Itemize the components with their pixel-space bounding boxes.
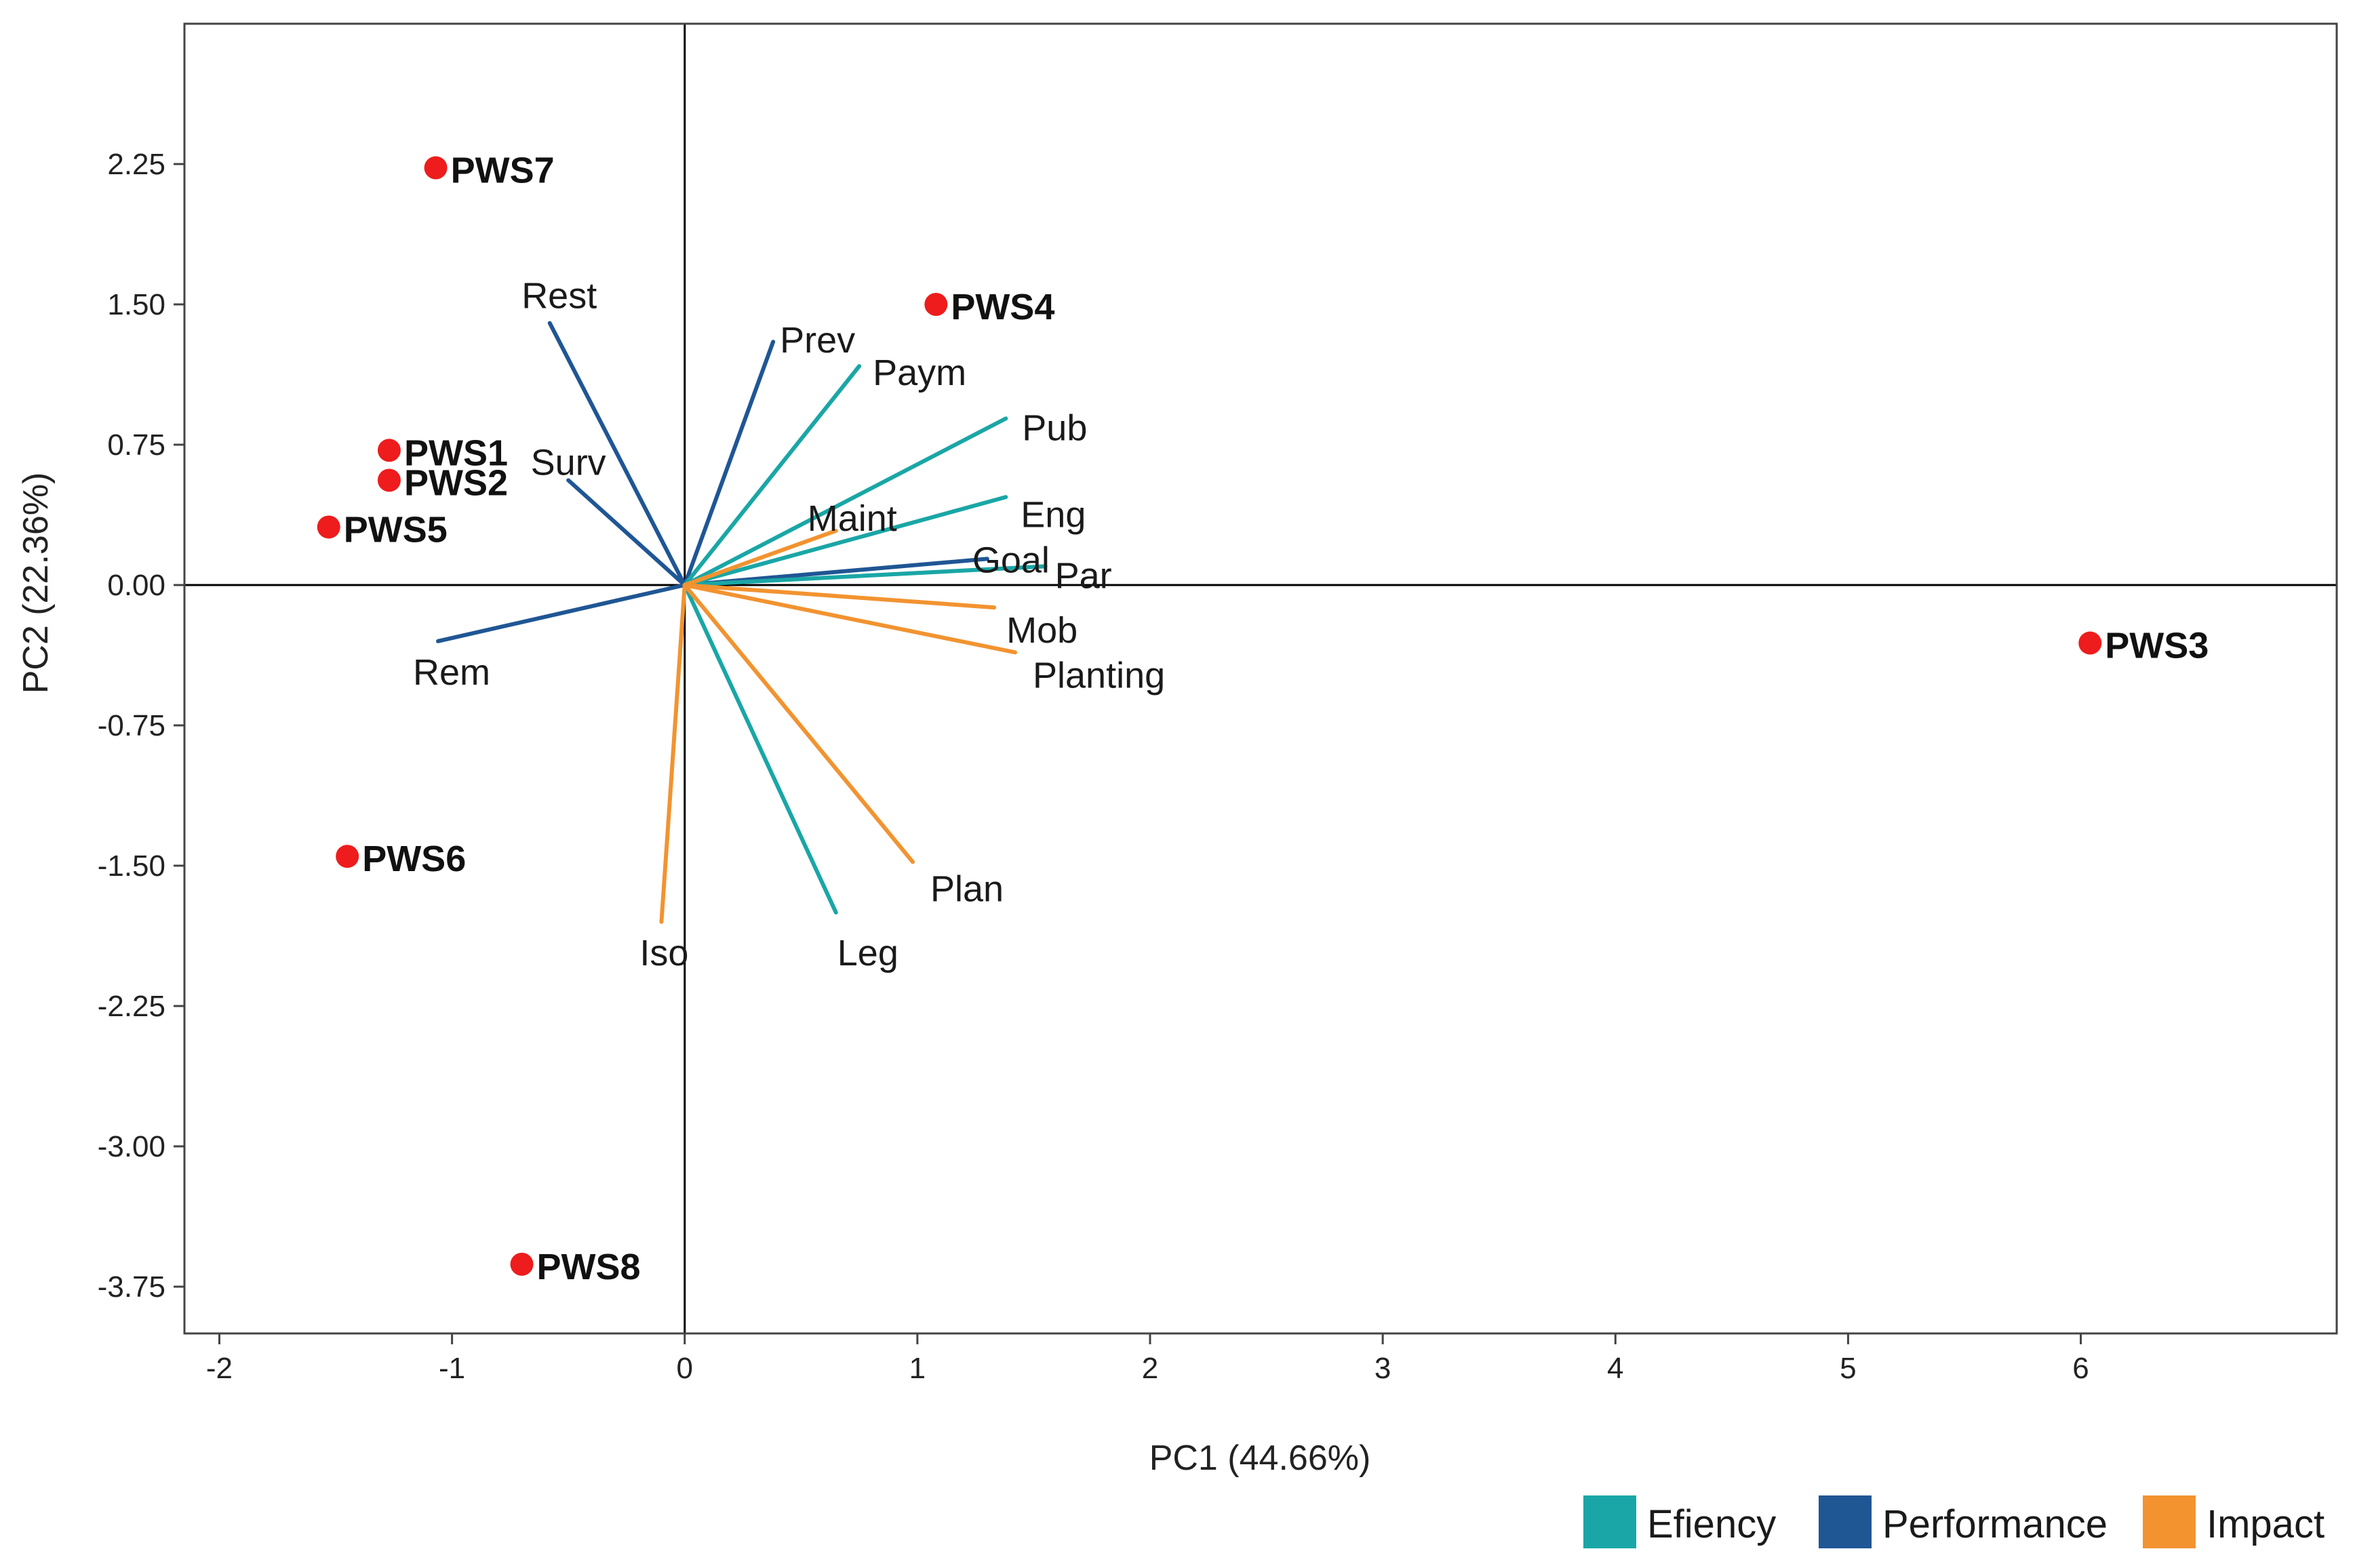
legend-label-performance: Performance <box>1882 1502 2108 1546</box>
site-point-pws4 <box>924 293 948 316</box>
loading-vector-iso <box>659 583 687 924</box>
loading-vector-rem <box>436 583 687 643</box>
y-tick-label: 0.00 <box>107 569 165 602</box>
loading-label-maint: Maint <box>808 498 897 539</box>
y-tick-label: -1.50 <box>98 849 165 883</box>
y-axis: 2.25 1.50 0.75 0.00 -0.75 -1.50 -2.25 -3.00 -3.7… <box>98 148 184 1304</box>
loading-label-paym: Paym <box>873 353 966 393</box>
site-label-pws2: PWS2 <box>404 462 508 503</box>
loading-vector-paym <box>682 364 862 587</box>
loading-label-prev: Prev <box>780 320 855 361</box>
site-point-pws8 <box>510 1252 534 1276</box>
loading-label-eng: Eng <box>1021 494 1086 535</box>
loading-vector-surv <box>566 478 687 587</box>
loading-vectors <box>436 321 1048 924</box>
loading-label-goal: Goal <box>972 540 1050 580</box>
site-label-pws8: PWS8 <box>537 1247 641 1287</box>
x-tick-label: 2 <box>1142 1352 1158 1385</box>
loading-label-pub: Pub <box>1022 407 1087 448</box>
legend-swatch-impact <box>2143 1495 2196 1548</box>
x-axis: -2 -1 0 1 2 3 4 5 6 <box>206 1333 2089 1385</box>
x-tick-label: -2 <box>206 1352 233 1385</box>
y-tick-label: -0.75 <box>98 709 165 742</box>
x-axis-title: PC1 (44.66%) <box>1149 1439 1371 1478</box>
reference-lines <box>184 24 2337 1333</box>
site-label-pws5: PWS5 <box>344 509 448 550</box>
loading-vector-maint <box>682 528 838 587</box>
site-label-pws3: PWS3 <box>2105 626 2209 666</box>
legend: Efiency Performance Impact <box>1583 1495 2325 1548</box>
loading-label-rest: Rest <box>521 276 597 317</box>
loading-label-planting: Planting <box>1033 655 1165 696</box>
site-label-pws7: PWS7 <box>451 150 555 191</box>
legend-label-impact: Impact <box>2207 1502 2325 1546</box>
loading-vector-plan <box>682 583 915 864</box>
loading-vector-leg <box>682 583 838 914</box>
loading-vector-eng <box>682 495 1008 587</box>
x-tick-label: 1 <box>909 1352 926 1385</box>
loading-label-par: Par <box>1055 555 1112 596</box>
site-point-pws7 <box>424 156 448 180</box>
loading-vector-pub <box>682 416 1008 587</box>
x-tick-label: 3 <box>1375 1352 1391 1385</box>
y-tick-label: -3.75 <box>98 1270 165 1304</box>
loading-label-plan: Plan <box>930 868 1004 909</box>
x-tick-label: 6 <box>2072 1352 2089 1385</box>
x-tick-label: 5 <box>1840 1352 1856 1385</box>
y-tick-label: 2.25 <box>107 148 165 181</box>
loading-label-rem: Rem <box>413 652 490 693</box>
site-point-pws1 <box>377 439 401 462</box>
loading-vector-prev <box>682 340 776 587</box>
site-label-pws4: PWS4 <box>951 287 1054 327</box>
loading-vector-mob <box>682 583 997 610</box>
loading-label-leg: Leg <box>837 933 898 973</box>
y-tick-label: 1.50 <box>107 288 165 321</box>
loading-vector-par <box>682 564 1048 587</box>
loading-label-surv: Surv <box>531 442 606 483</box>
plot-frame <box>183 22 2338 1335</box>
site-point-pws2 <box>377 468 401 492</box>
y-tick-label: -3.00 <box>98 1130 165 1163</box>
site-point-pws6 <box>336 845 359 868</box>
y-axis-title: PC2 (22.36%) <box>16 473 56 694</box>
x-tick-label: -1 <box>439 1352 465 1385</box>
loading-labels: Rest Surv Rem Prev Goal Paym Pub Eng Par Leg Maint… <box>413 276 1165 973</box>
loading-vector-planting <box>682 583 1017 655</box>
legend-label-efiency: Efiency <box>1647 1502 1776 1546</box>
x-tick-label: 4 <box>1607 1352 1623 1385</box>
loading-label-mob: Mob <box>1006 610 1077 651</box>
site-points <box>317 156 2102 1276</box>
site-label-pws6: PWS6 <box>362 839 466 879</box>
legend-swatch-performance <box>1819 1495 1872 1548</box>
site-label-pws1: PWS1 <box>404 433 508 473</box>
site-point-pws3 <box>2078 631 2102 655</box>
y-tick-label: 0.75 <box>107 428 165 462</box>
loading-vector-rest <box>547 321 687 587</box>
loading-label-iso: Iso <box>639 933 688 973</box>
x-tick-label: 0 <box>676 1352 692 1385</box>
y-tick-label: -2.25 <box>98 990 165 1023</box>
site-point-pws5 <box>317 515 340 539</box>
legend-swatch-efiency <box>1583 1495 1636 1548</box>
